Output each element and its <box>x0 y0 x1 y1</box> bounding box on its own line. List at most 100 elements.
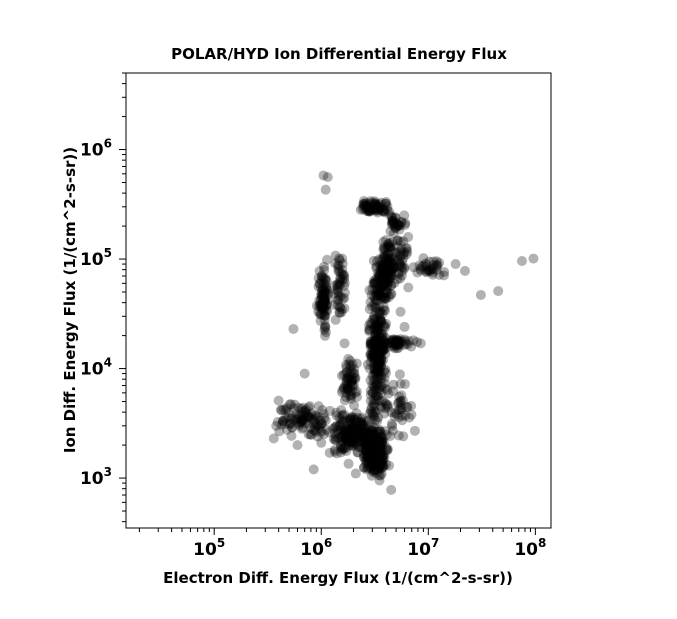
data-point <box>383 242 394 253</box>
data-point <box>394 258 405 269</box>
data-point <box>390 334 401 345</box>
data-point <box>347 441 358 452</box>
data-point <box>372 268 383 279</box>
axis-ticks <box>119 72 536 535</box>
data-point <box>377 334 388 345</box>
data-point <box>375 456 386 467</box>
data-point <box>329 280 340 291</box>
data-point <box>369 422 380 433</box>
data-point <box>380 398 391 409</box>
data-point <box>380 276 391 287</box>
data-point <box>374 352 385 363</box>
data-point <box>350 372 361 383</box>
data-point <box>369 349 380 360</box>
data-point <box>379 452 390 463</box>
data-point <box>379 251 390 262</box>
data-point <box>371 452 382 463</box>
data-point <box>382 384 393 395</box>
data-point <box>373 364 384 375</box>
data-point <box>379 275 390 286</box>
data-point <box>392 274 403 285</box>
data-point <box>418 253 429 264</box>
data-point <box>378 454 389 465</box>
data-point <box>370 202 381 213</box>
data-point <box>372 284 383 295</box>
data-point <box>365 451 376 462</box>
data-point <box>432 260 443 271</box>
data-point <box>370 453 381 464</box>
data-point <box>401 249 412 260</box>
data-point <box>373 271 384 282</box>
data-point <box>352 417 363 428</box>
data-point <box>308 418 319 429</box>
data-point <box>342 428 353 439</box>
data-point <box>391 339 402 350</box>
data-point <box>310 410 321 421</box>
data-point <box>381 285 392 296</box>
data-point <box>374 356 385 367</box>
data-point <box>428 256 439 267</box>
data-point <box>370 337 381 348</box>
data-point <box>342 428 353 439</box>
data-point <box>378 301 389 312</box>
data-point <box>366 335 377 346</box>
data-point <box>393 219 404 230</box>
data-point <box>318 293 329 304</box>
data-point <box>516 255 527 266</box>
data-point <box>425 264 436 275</box>
data-point <box>370 205 381 216</box>
data-point <box>351 358 362 369</box>
data-point <box>365 449 376 460</box>
data-point <box>360 455 371 466</box>
data-point <box>368 347 379 358</box>
data-point <box>330 421 341 432</box>
data-point <box>313 401 324 412</box>
data-point <box>322 285 333 296</box>
data-point <box>376 395 387 406</box>
data-point <box>371 437 382 448</box>
data-point <box>362 463 373 474</box>
data-point <box>387 212 398 223</box>
data-point <box>341 387 352 398</box>
data-point <box>358 432 369 443</box>
data-point <box>355 430 366 441</box>
data-point <box>365 317 376 328</box>
data-point <box>272 417 283 428</box>
data-point <box>396 400 407 411</box>
data-point <box>346 437 357 448</box>
data-point <box>369 310 379 321</box>
data-point <box>370 431 381 442</box>
data-point <box>305 429 316 440</box>
data-point <box>382 266 393 277</box>
data-point <box>389 217 400 228</box>
data-point <box>375 314 386 325</box>
data-point <box>406 341 417 352</box>
data-point <box>377 261 388 272</box>
data-point <box>316 309 327 320</box>
data-point <box>350 414 361 425</box>
data-point <box>362 430 373 441</box>
data-point <box>337 269 348 280</box>
data-point <box>314 265 325 276</box>
data-point <box>369 398 380 409</box>
data-point <box>332 420 343 431</box>
data-point <box>331 284 342 295</box>
data-point <box>360 429 371 440</box>
data-point <box>332 295 343 306</box>
data-point <box>367 371 378 382</box>
data-point <box>372 379 383 390</box>
data-point <box>382 248 393 259</box>
data-point <box>347 379 358 390</box>
data-point <box>366 451 377 462</box>
data-point <box>316 290 327 301</box>
data-point <box>347 426 358 437</box>
data-point <box>349 400 359 411</box>
data-point <box>389 218 400 229</box>
data-point <box>380 266 391 277</box>
data-point <box>376 468 387 479</box>
data-point <box>369 363 380 374</box>
data-point <box>374 339 385 350</box>
data-point <box>392 218 403 229</box>
data-point <box>364 304 375 315</box>
data-point <box>374 358 385 369</box>
